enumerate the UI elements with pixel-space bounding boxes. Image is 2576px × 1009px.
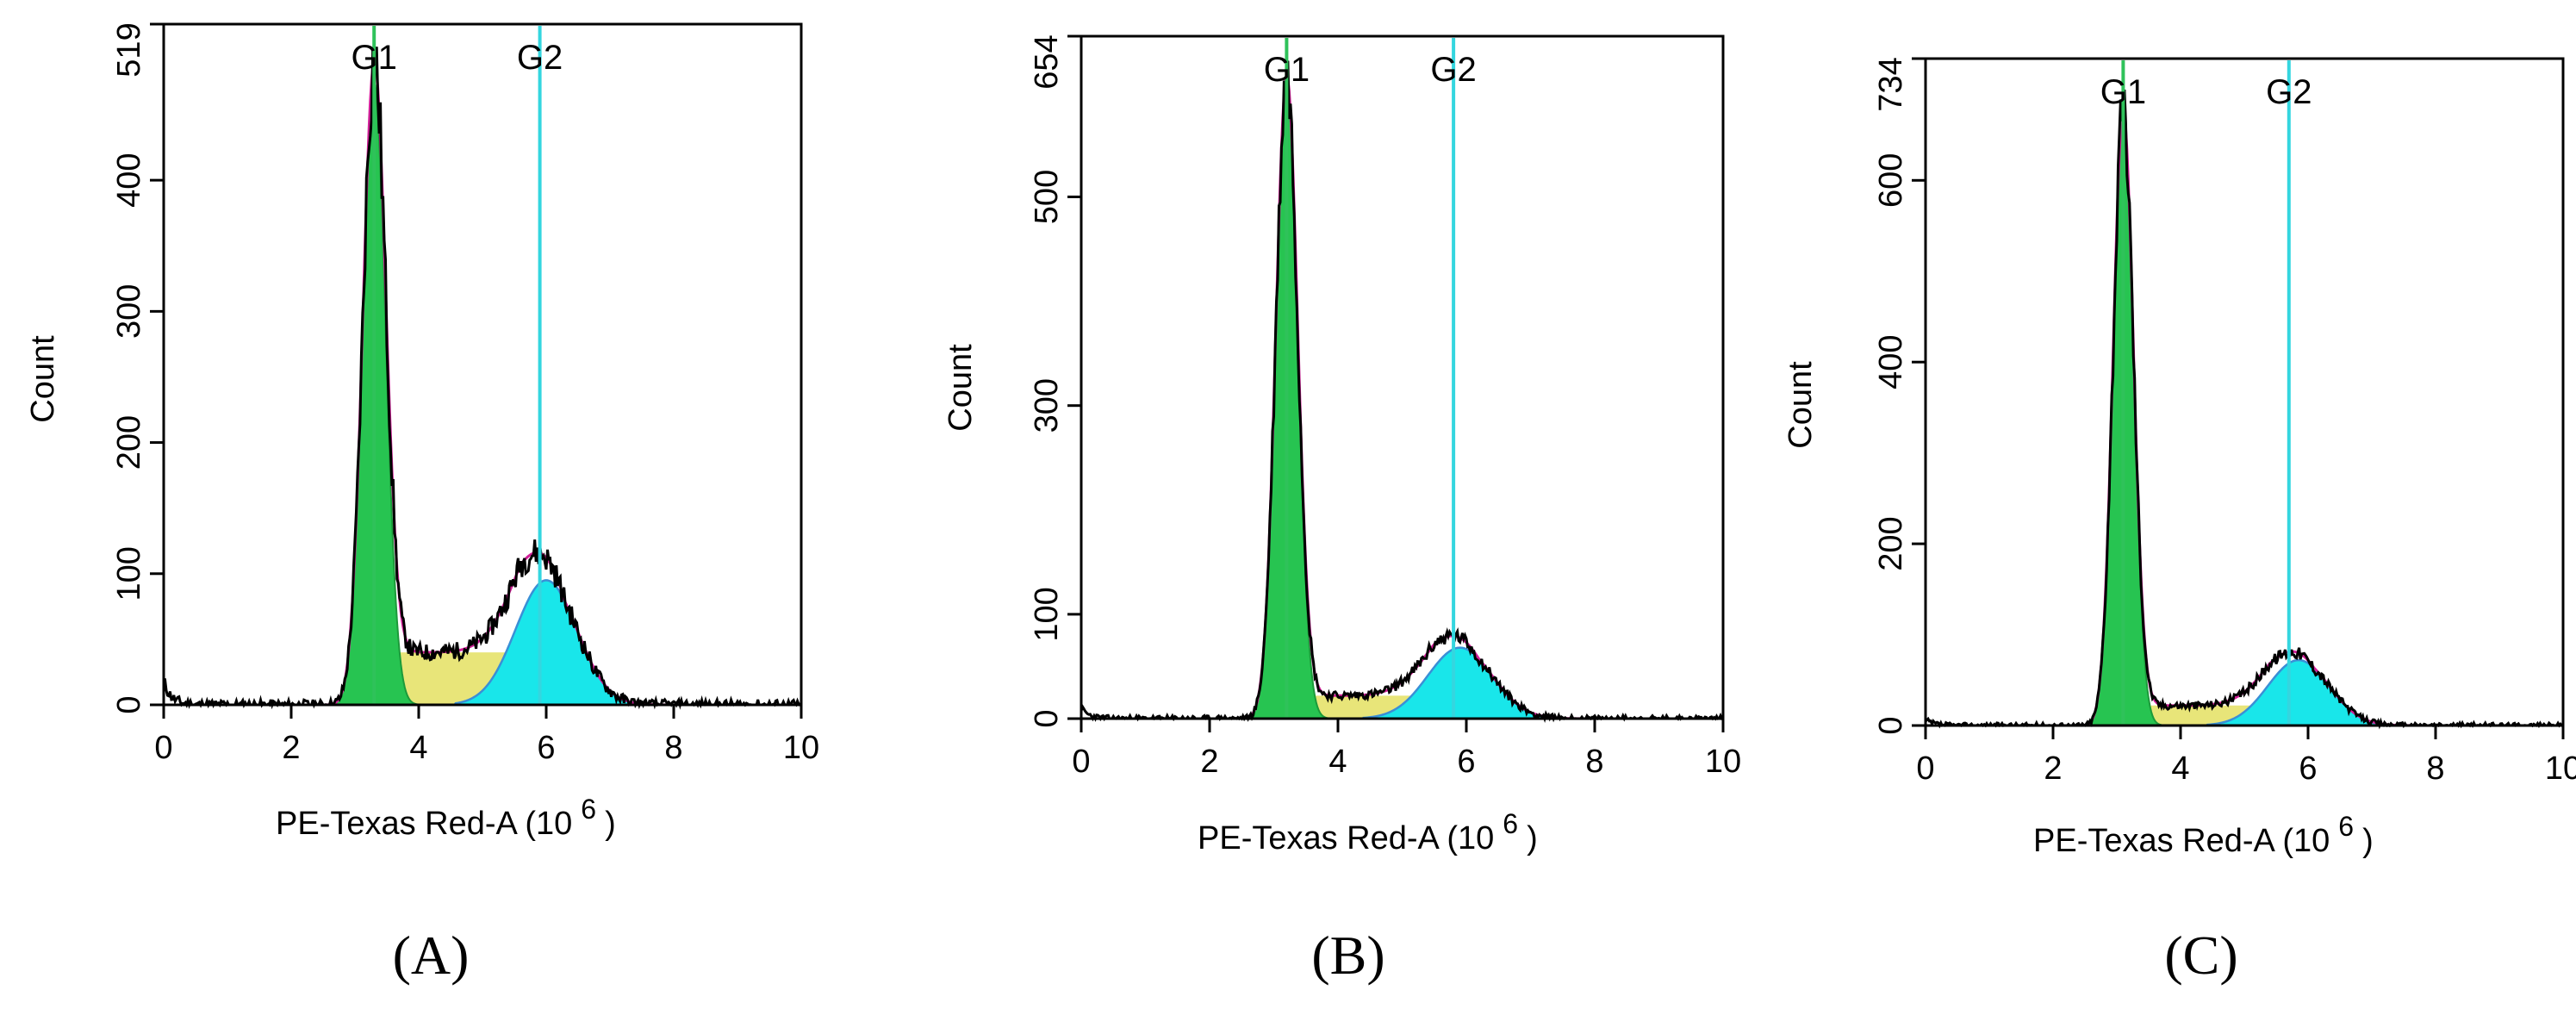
gate-marker-label-g1: G1 bbox=[352, 39, 397, 77]
x-axis-title-close: ) bbox=[2362, 823, 2374, 859]
x-tick-label: 10 bbox=[1705, 744, 1741, 780]
y-tick-label: 100 bbox=[111, 546, 147, 601]
y-tick-label: 200 bbox=[111, 415, 147, 470]
x-tick-label: 10 bbox=[783, 730, 819, 766]
x-axis-title: PE-Texas Red-A (10 6) bbox=[276, 794, 616, 842]
gate-marker-label-g2: G2 bbox=[1430, 51, 1476, 89]
histogram-line bbox=[163, 47, 803, 710]
x-tick-label: 4 bbox=[2171, 751, 2189, 787]
x-tick-label: 4 bbox=[409, 730, 427, 766]
x-tick-label: 6 bbox=[537, 730, 555, 766]
y-tick-label: 400 bbox=[1873, 334, 1909, 389]
histogram-panel-c: G1 G2 0 2 4 6 8 10 0 200 400 600 734 Count PE-Texas Re… bbox=[1783, 57, 2576, 986]
panel-label: (C) bbox=[2164, 925, 2237, 986]
plot-frame bbox=[162, 22, 803, 707]
x-tick-label: 2 bbox=[2044, 751, 2062, 787]
panel-label: (B) bbox=[1311, 925, 1384, 986]
x-tick-label: 0 bbox=[1916, 751, 1934, 787]
y-tick-label: 400 bbox=[111, 153, 147, 207]
x-tick-label: 10 bbox=[2545, 751, 2576, 787]
x-axis-title-text: PE-Texas Red-A (10 bbox=[1198, 820, 1494, 856]
y-tick-label: 100 bbox=[1029, 587, 1065, 641]
histogram-panel-a: G1 G20 2 4 6 8 100100200300400519CountPE-Texas… bbox=[25, 22, 819, 986]
x-axis-title-text: PE-Texas Red-A (10 bbox=[2033, 823, 2330, 859]
histogram-line bbox=[1925, 89, 2563, 730]
y-tick-label: 0 bbox=[1873, 716, 1909, 734]
model-fit-line bbox=[2072, 105, 2563, 727]
y-tick-label: 500 bbox=[1029, 170, 1065, 224]
y-tick-label: 300 bbox=[111, 284, 147, 339]
x-axis-title-exponent: 6 bbox=[581, 794, 596, 825]
x-tick-label: 2 bbox=[282, 730, 300, 766]
x-tick-label: 6 bbox=[2299, 751, 2317, 787]
x-tick-label: 0 bbox=[1072, 744, 1090, 780]
panel-label: (A) bbox=[393, 925, 470, 986]
y-tick-label: 200 bbox=[1873, 516, 1909, 570]
y-axis-title: Count bbox=[943, 344, 979, 432]
x-axis-title-close: ) bbox=[1527, 820, 1538, 856]
x-tick-label: 0 bbox=[154, 730, 172, 766]
y-tick-label: 600 bbox=[1873, 153, 1909, 208]
plot-frame bbox=[1080, 34, 1725, 720]
x-axis-title-exponent: 6 bbox=[2338, 811, 2354, 842]
x-axis-title-text: PE-Texas Red-A (10 bbox=[276, 806, 572, 842]
y-max-label: 734 bbox=[1873, 57, 1909, 111]
x-tick-label: 4 bbox=[1328, 744, 1347, 780]
gate-marker-label-g1: G1 bbox=[1264, 51, 1310, 89]
y-tick-label: 0 bbox=[111, 695, 147, 713]
x-tick-label: 8 bbox=[1585, 744, 1603, 780]
x-tick-label: 8 bbox=[664, 730, 682, 766]
y-max-label: 654 bbox=[1029, 34, 1065, 89]
y-axis-title: Count bbox=[25, 335, 61, 423]
x-tick-label: 2 bbox=[1200, 744, 1218, 780]
y-tick-label: 0 bbox=[1029, 709, 1065, 727]
x-axis-title-close: ) bbox=[605, 806, 616, 842]
histogram-line bbox=[1080, 60, 1724, 723]
gate-marker-label-g2: G2 bbox=[2266, 73, 2312, 111]
y-tick-label: 300 bbox=[1029, 378, 1065, 433]
x-tick-label: 6 bbox=[1457, 744, 1475, 780]
x-axis-title: PE-Texas Red-A (10 6) bbox=[1198, 808, 1538, 856]
y-max-label: 519 bbox=[111, 22, 147, 77]
x-tick-label: 8 bbox=[2426, 751, 2444, 787]
gate-marker-label-g1: G1 bbox=[2100, 73, 2146, 111]
x-axis-title-exponent: 6 bbox=[1503, 808, 1518, 839]
y-axis-title: Count bbox=[1783, 361, 1819, 449]
x-axis-title: PE-Texas Red-A (10 6) bbox=[2033, 811, 2374, 859]
gate-marker-label-g2: G2 bbox=[517, 39, 563, 77]
plot-frame bbox=[1924, 57, 2565, 727]
